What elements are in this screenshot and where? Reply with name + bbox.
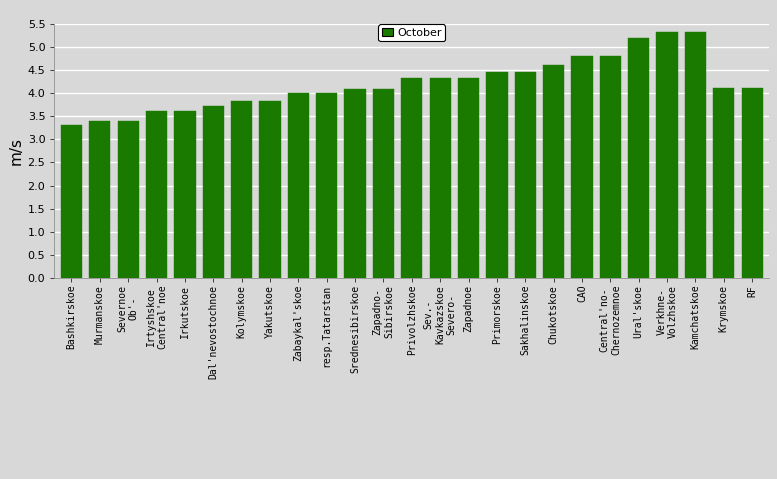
Bar bbox=[401, 79, 423, 278]
Bar bbox=[600, 56, 621, 278]
Bar bbox=[741, 88, 763, 278]
Bar bbox=[543, 65, 564, 278]
Bar bbox=[430, 79, 451, 278]
Bar bbox=[685, 32, 706, 278]
Bar bbox=[260, 102, 280, 278]
Bar bbox=[287, 93, 309, 278]
Bar bbox=[713, 88, 734, 278]
Bar bbox=[203, 106, 224, 278]
Bar bbox=[231, 102, 253, 278]
Bar bbox=[316, 93, 337, 278]
Bar bbox=[458, 79, 479, 278]
Bar bbox=[514, 72, 536, 278]
Bar bbox=[628, 38, 650, 278]
Bar bbox=[486, 72, 507, 278]
Bar bbox=[117, 121, 139, 278]
Bar bbox=[571, 56, 593, 278]
Bar bbox=[344, 89, 366, 278]
Bar bbox=[174, 111, 196, 278]
Legend: October: October bbox=[378, 24, 445, 41]
Bar bbox=[373, 89, 394, 278]
Bar bbox=[89, 121, 110, 278]
Bar bbox=[61, 125, 82, 278]
Y-axis label: m/s: m/s bbox=[9, 137, 23, 165]
Bar bbox=[146, 111, 167, 278]
Bar bbox=[657, 32, 678, 278]
